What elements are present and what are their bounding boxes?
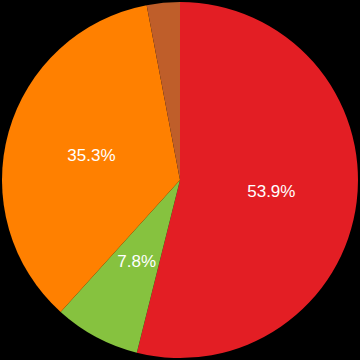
svg-text:53.9%: 53.9%	[247, 182, 295, 201]
svg-text:7.8%: 7.8%	[117, 252, 156, 271]
svg-text:35.3%: 35.3%	[67, 146, 115, 165]
